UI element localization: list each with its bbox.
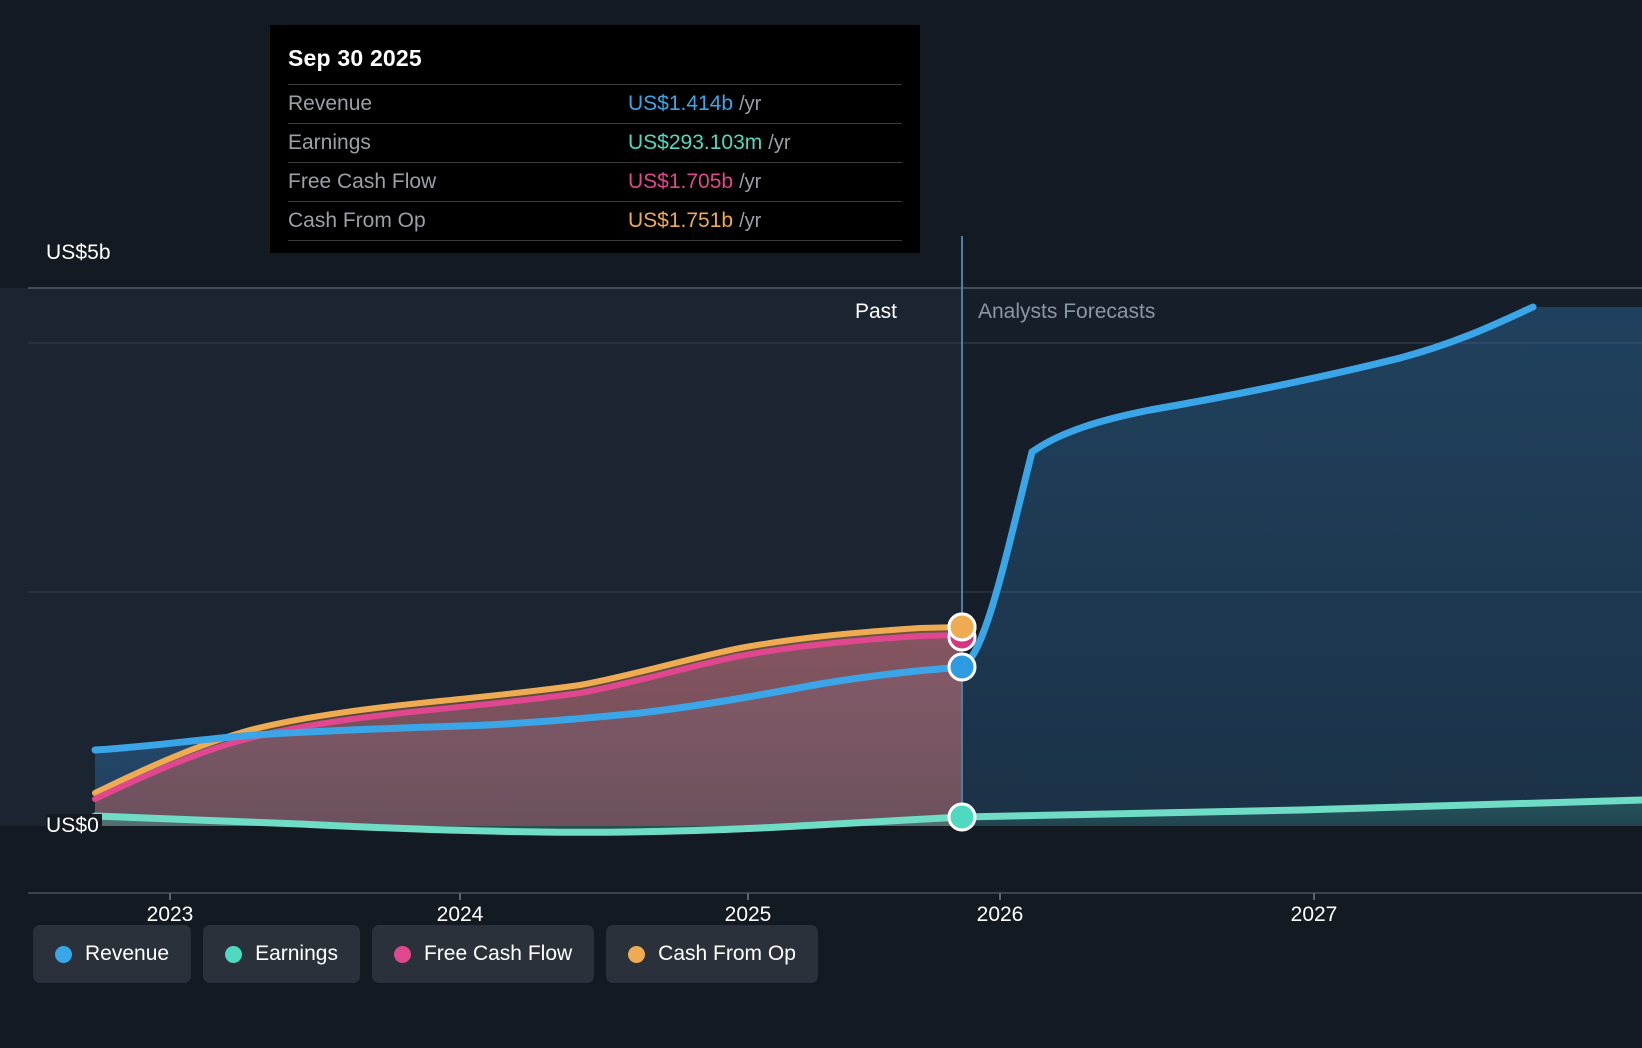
tooltip-date: Sep 30 2025 xyxy=(288,45,422,71)
x-axis-label-2023: 2023 xyxy=(146,903,194,926)
free-cash-flow-area xyxy=(95,635,962,826)
marker-earnings xyxy=(947,802,977,832)
legend-dot-earnings-icon xyxy=(225,945,243,963)
legend-label-cash-from-op: Cash From Op xyxy=(658,942,796,965)
x-axis-label-2027: 2027 xyxy=(1290,903,1338,926)
forecast-band-label: Analysts Forecasts xyxy=(978,300,1156,323)
legend-item-cash-from-op[interactable]: Cash From Op xyxy=(606,925,818,983)
tooltip-value-earnings: US$293.103m xyxy=(628,131,763,154)
legend-item-free-cash-flow[interactable]: Free Cash Flow xyxy=(371,925,595,983)
legend-dot-cash-from-op-icon xyxy=(628,945,646,963)
legend-dot-revenue-icon xyxy=(55,945,72,963)
tooltip-value-revenue: US$1.414b xyxy=(628,92,734,115)
x-axis-ticks xyxy=(169,893,1315,900)
y-axis-label-top: US$5b xyxy=(46,241,111,264)
tooltip-label-revenue: Revenue xyxy=(288,92,373,115)
tooltip-unit-free-cash-flow: /yr xyxy=(739,171,762,193)
free-cash-flow-line xyxy=(92,632,965,802)
tooltip-unit-earnings: /yr xyxy=(768,132,791,154)
legend-label-earnings: Earnings xyxy=(255,942,338,965)
chart-canvas xyxy=(0,236,1642,900)
chart-tooltip: Sep 30 2025 Revenue US$1.414b /yr Earnin… xyxy=(270,25,920,253)
tooltip-label-earnings: Earnings xyxy=(288,131,371,154)
chart-legend: Revenue Earnings Free Cash Flow Cash Fro… xyxy=(33,925,818,983)
tooltip-value-free-cash-flow: US$1.705b xyxy=(628,170,734,193)
past-band-label: Past xyxy=(854,300,897,323)
x-axis-label-2024: 2024 xyxy=(436,903,484,926)
legend-label-free-cash-flow: Free Cash Flow xyxy=(423,942,573,965)
tooltip-row-revenue: Revenue US$1.414b /yr xyxy=(288,84,902,123)
legend-label-revenue: Revenue xyxy=(85,942,170,965)
tooltip-row-cash-from-op: Cash From Op US$1.751b /yr xyxy=(288,201,902,241)
x-axis-label-2025: 2025 xyxy=(724,903,772,926)
revenue-area-forecast xyxy=(962,307,1642,826)
marker-revenue xyxy=(947,652,977,682)
financial-area-chart[interactable]: US$5b US$0 2023 2024 2025 2026 2027 Past… xyxy=(0,0,1642,926)
tooltip-label-free-cash-flow: Free Cash Flow xyxy=(288,170,437,193)
tooltip-value-cash-from-op: US$1.751b xyxy=(628,209,734,232)
legend-dot-free-cash-flow-icon xyxy=(393,945,411,963)
x-axis-label-2026: 2026 xyxy=(976,903,1024,926)
tooltip-row-free-cash-flow: Free Cash Flow US$1.705b /yr xyxy=(288,162,902,201)
y-axis-label-zero: US$0 xyxy=(46,814,102,838)
revenue-line xyxy=(91,303,1537,754)
earnings-line xyxy=(91,796,1642,836)
tooltip-label-cash-from-op: Cash From Op xyxy=(288,209,426,232)
tooltip-unit-cash-from-op: /yr xyxy=(739,210,762,232)
tooltip-row-earnings: Earnings US$293.103m /yr xyxy=(288,123,902,162)
marker-cash-from-op-front xyxy=(947,612,977,642)
legend-item-earnings[interactable]: Earnings xyxy=(203,925,360,983)
legend-item-revenue[interactable]: Revenue xyxy=(33,925,192,983)
tooltip-unit-revenue: /yr xyxy=(739,93,762,115)
